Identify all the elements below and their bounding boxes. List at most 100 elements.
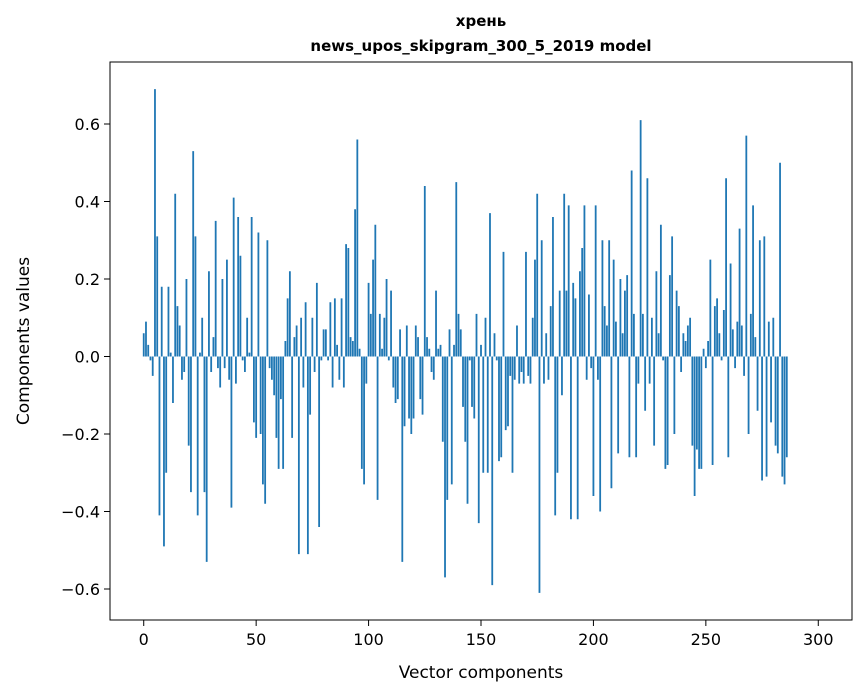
bar-component-94 — [354, 209, 356, 357]
bar-component-101 — [369, 313, 372, 357]
bar-component-265 — [738, 228, 741, 357]
bar-component-266 — [740, 325, 743, 357]
bar-component-9 — [163, 356, 165, 547]
bar-component-184 — [556, 356, 559, 473]
bar-component-12 — [169, 352, 172, 357]
bar-component-146 — [471, 356, 473, 407]
bar-component-167 — [518, 356, 521, 384]
bar-component-267 — [743, 356, 745, 376]
bar-component-106 — [381, 348, 383, 357]
bar-component-140 — [457, 313, 460, 357]
bar-component-139 — [455, 182, 458, 357]
bar-component-176 — [538, 356, 541, 593]
bar-component-166 — [516, 325, 518, 357]
bar-component-237 — [675, 290, 678, 357]
x-axis-ticks: 0 50 100 150 200 250 300 — [139, 620, 834, 649]
bar-component-132 — [439, 344, 442, 357]
bar-component-245 — [693, 356, 696, 496]
bar-component-160 — [502, 251, 505, 357]
bar-component-206 — [606, 325, 608, 357]
bar-component-42 — [237, 217, 240, 357]
bar-component-156 — [493, 333, 496, 357]
bar-component-161 — [504, 356, 507, 431]
bar-component-257 — [720, 356, 723, 361]
bar-component-256 — [718, 333, 721, 357]
bar-component-180 — [547, 356, 550, 380]
bar-component-275 — [761, 356, 763, 481]
x-axis-label: Vector components — [399, 663, 564, 683]
bar-component-69 — [297, 356, 300, 555]
bar-component-159 — [500, 356, 503, 458]
bar-component-100 — [367, 282, 370, 357]
y-axis-ticks: −0.6 −0.4 −0.2 0.0 0.2 0.4 0.6 — [61, 115, 110, 599]
bar-component-144 — [466, 356, 469, 504]
x-tick-label: 250 — [691, 630, 722, 649]
bar-component-65 — [288, 271, 291, 357]
bar-component-10 — [165, 356, 168, 473]
bar-component-112 — [394, 356, 397, 403]
bar-component-242 — [686, 325, 689, 357]
bar-component-134 — [444, 356, 446, 578]
bar-component-67 — [293, 337, 296, 357]
bar-component-126 — [426, 337, 428, 357]
bar-component-85 — [333, 298, 336, 357]
bar-component-194 — [579, 271, 581, 357]
y-tick-label: 0.2 — [75, 270, 100, 289]
bar-component-246 — [695, 356, 698, 450]
bar-component-252 — [709, 259, 712, 357]
bar-component-157 — [495, 356, 498, 361]
bar-component-170 — [525, 251, 527, 357]
y-tick-label: 0.6 — [75, 115, 100, 134]
bar-component-195 — [581, 248, 584, 357]
bar-component-178 — [543, 356, 545, 384]
bar-component-16 — [178, 325, 181, 357]
bar-component-244 — [691, 356, 694, 446]
bar-component-135 — [446, 356, 449, 500]
bar-component-30 — [210, 356, 213, 372]
bar-component-136 — [448, 329, 451, 357]
bar-component-115 — [401, 356, 404, 562]
bar-component-183 — [554, 356, 557, 516]
bar-component-40 — [232, 197, 235, 357]
bar-component-279 — [770, 356, 772, 423]
bar-component-128 — [430, 356, 433, 372]
bar-component-79 — [320, 356, 323, 361]
bar-component-56 — [268, 356, 271, 369]
bar-component-84 — [331, 356, 334, 388]
bar-component-284 — [781, 356, 784, 477]
bar-component-210 — [615, 321, 617, 357]
bar-component-233 — [666, 356, 669, 465]
bar-component-22 — [192, 151, 195, 357]
bar-component-253 — [711, 356, 714, 465]
bar-component-282 — [776, 356, 779, 454]
bar-component-207 — [608, 240, 611, 357]
bar-component-227 — [653, 356, 656, 446]
y-tick-label: −0.2 — [61, 425, 100, 444]
bar-component-108 — [385, 279, 388, 357]
bar-component-177 — [540, 240, 543, 357]
bar-component-6 — [156, 236, 159, 357]
bar-component-133 — [441, 356, 444, 442]
bar-component-201 — [594, 205, 597, 357]
bar-component-238 — [677, 306, 680, 357]
bar-component-155 — [491, 356, 494, 586]
bar-component-17 — [181, 356, 183, 380]
bar-component-32 — [214, 220, 217, 357]
bar-component-143 — [464, 356, 467, 442]
bar-component-259 — [725, 178, 727, 357]
bar-component-5 — [154, 89, 156, 357]
bar-component-203 — [599, 356, 602, 512]
bar-component-121 — [414, 325, 417, 357]
bar-component-278 — [767, 321, 770, 357]
bar-component-260 — [727, 356, 730, 458]
bar-component-262 — [731, 329, 734, 357]
bar-component-90 — [345, 244, 347, 357]
bar-component-122 — [417, 337, 419, 357]
bar-component-186 — [561, 356, 563, 396]
bar-component-172 — [529, 356, 532, 384]
bar-component-61 — [279, 356, 282, 400]
bar-component-15 — [176, 306, 179, 357]
bar-component-99 — [365, 356, 368, 384]
bar-component-111 — [392, 356, 395, 388]
